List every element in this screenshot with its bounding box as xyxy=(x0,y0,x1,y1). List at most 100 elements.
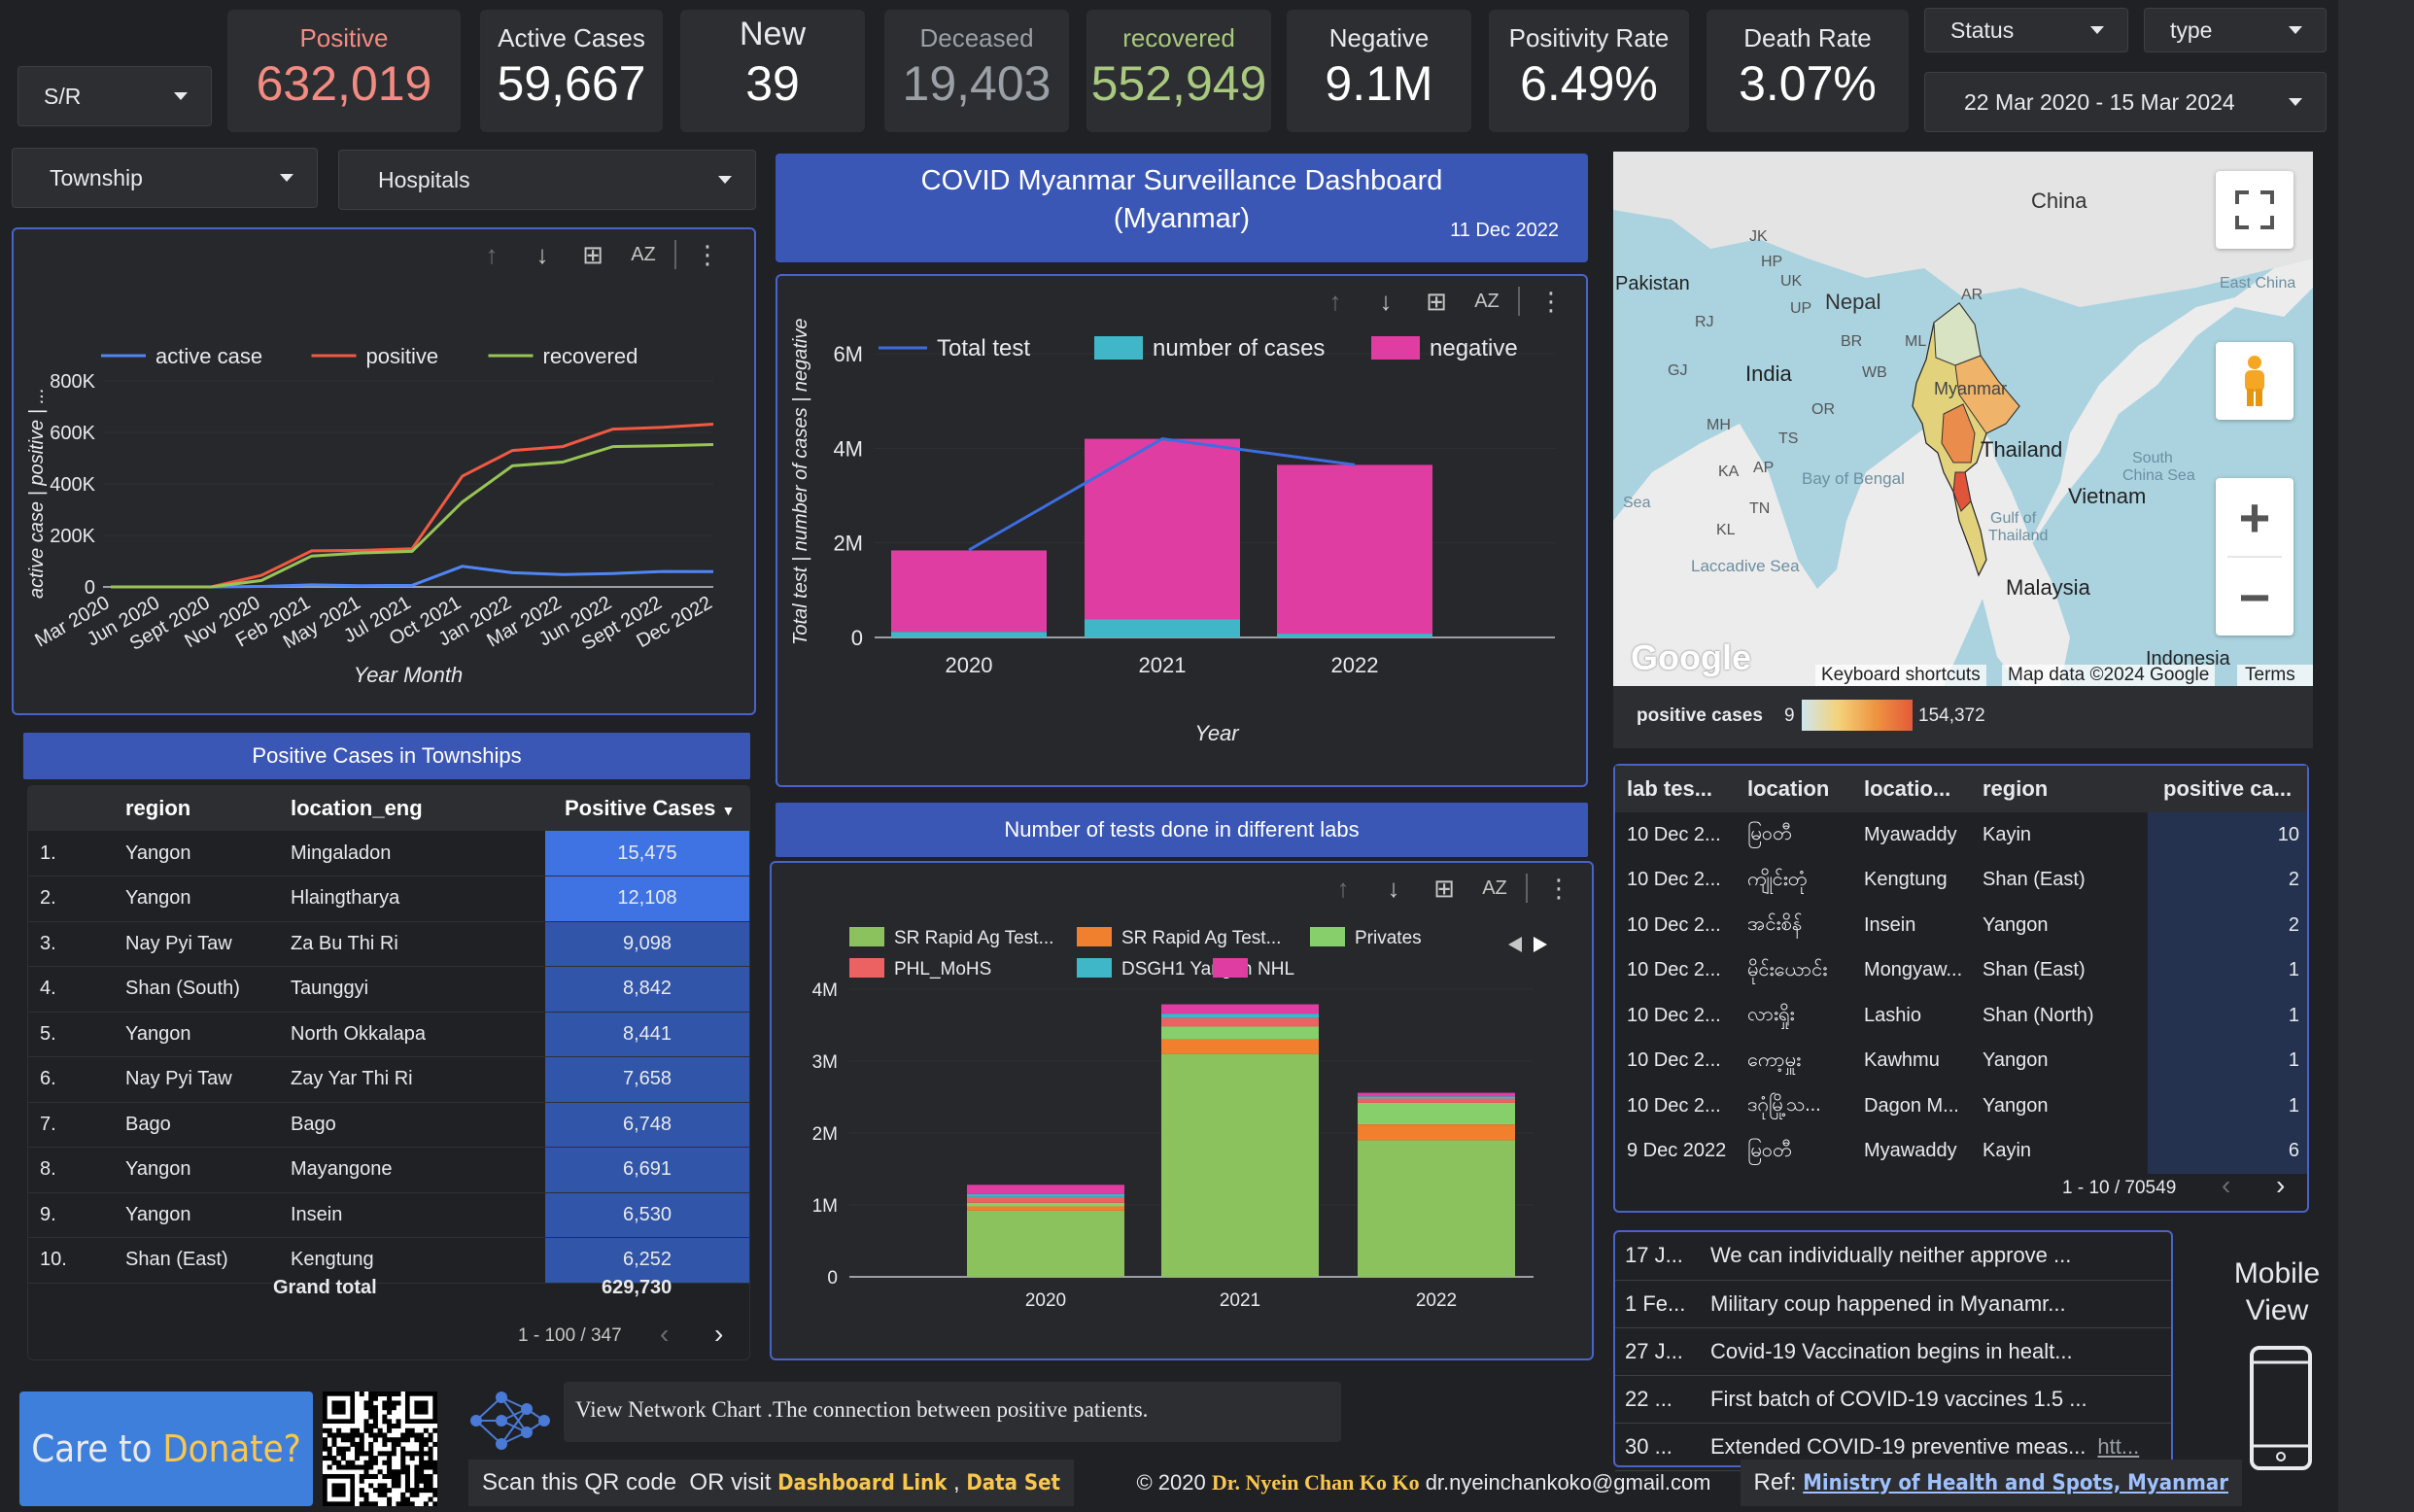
column-header-location[interactable]: location_eng xyxy=(291,786,545,831)
qr-module xyxy=(382,1432,388,1438)
table-row[interactable]: 10 Dec 2... ကျိုင်းတုံ Kengtung Shan (East)… xyxy=(1615,857,2307,903)
bar-number-of-cases xyxy=(1085,619,1240,637)
column-header-location-eng[interactable]: locatio... xyxy=(1856,766,1977,812)
table-row[interactable]: 2. Yangon Hlaingtharya 12,108 xyxy=(28,876,749,921)
scrollbar-track[interactable] xyxy=(2338,0,2414,1512)
township-filter[interactable]: Township xyxy=(12,148,318,208)
table-row[interactable]: 10 Dec 2... အင်းစိန် Insein Yangon 2 xyxy=(1615,903,2307,948)
table-row[interactable]: 10 Dec 2... ဒဂုံမြို့သ... Dagon M... Yangon… xyxy=(1615,1083,2307,1129)
qr-module xyxy=(382,1392,388,1397)
prev-page-button[interactable]: ‹ xyxy=(2222,1170,2231,1200)
qr-module xyxy=(368,1456,374,1461)
report-date: 11 Dec 2022 xyxy=(1450,220,1559,241)
table-row[interactable]: 9 Dec 2022 မြဝတီ Myawaddy Kayin 6 xyxy=(1615,1128,2307,1174)
row-number: 6. xyxy=(40,1068,56,1090)
qr-code[interactable] xyxy=(323,1392,437,1506)
column-header-region[interactable]: region xyxy=(1977,766,2148,812)
map-panel[interactable]: China JK HP UK Pakistan RJ UP Nepal AR BR ML GJ Indi… xyxy=(1613,152,2313,686)
table-row[interactable]: 7. Bago Bago 6,748 xyxy=(28,1102,749,1148)
sort-desc-icon[interactable]: ↓ xyxy=(535,239,549,269)
qr-module xyxy=(377,1492,383,1497)
qr-module xyxy=(382,1473,388,1479)
qr-module xyxy=(331,1432,337,1438)
qr-module xyxy=(428,1496,433,1502)
qr-module xyxy=(359,1446,364,1452)
next-page-button[interactable]: › xyxy=(714,1319,724,1349)
fullscreen-button[interactable] xyxy=(2216,171,2293,249)
qr-module xyxy=(368,1414,374,1420)
news-item[interactable]: 1 Fe... Military coup happened in Myanamr… xyxy=(1615,1280,2171,1328)
qr-module xyxy=(336,1460,342,1465)
zoom-out-button[interactable]: − xyxy=(2238,566,2271,628)
zoom-in-button[interactable]: + xyxy=(2238,486,2271,548)
table-row[interactable]: 9. Yangon Insein 6,530 xyxy=(28,1192,749,1238)
map-label: ML xyxy=(1905,333,1926,350)
network-chart-icon[interactable] xyxy=(466,1384,550,1458)
column-header-positive-cases[interactable]: Positive Cases ▼ xyxy=(545,786,749,831)
prev-page-button[interactable]: ‹ xyxy=(660,1319,670,1349)
column-header-region[interactable]: region xyxy=(125,786,291,831)
table-row[interactable]: 10 Dec 2... မိုင်းယောင်း Mongyaw... Shan (E… xyxy=(1615,947,2307,993)
date-range-picker[interactable]: 22 Mar 2020 - 15 Mar 2024 xyxy=(1924,72,2327,132)
data-set-link[interactable]: Data Set xyxy=(966,1470,1061,1495)
hospitals-filter[interactable]: Hospitals xyxy=(338,150,756,210)
myanmar-map[interactable]: China JK HP UK Pakistan RJ UP Nepal AR BR ML GJ Indi… xyxy=(1613,152,2313,686)
next-page-button[interactable]: › xyxy=(2276,1170,2286,1200)
more-options-icon[interactable]: ⋮ xyxy=(1546,873,1571,903)
network-chart-link[interactable]: View Network Chart .The connection betwe… xyxy=(564,1382,1341,1442)
sort-asc-icon[interactable]: ↑ xyxy=(1336,873,1350,903)
qr-module xyxy=(419,1464,425,1470)
qr-module xyxy=(363,1427,369,1433)
sr-filter[interactable]: S/R xyxy=(17,66,212,126)
author-email[interactable]: dr.nyeinchankoko@gmail.com xyxy=(1419,1470,1711,1495)
terms-link[interactable]: Terms xyxy=(2237,665,2313,686)
more-options-icon[interactable]: ⋮ xyxy=(1538,286,1564,316)
news-item[interactable]: 17 J... We can individually neither appro… xyxy=(1615,1232,2171,1281)
table-row[interactable]: 4. Shan (South) Taunggyi 8,842 xyxy=(28,966,749,1012)
table-row[interactable]: 3. Nay Pyi Taw Za Bu Thi Ri 9,098 xyxy=(28,921,749,967)
qr-module xyxy=(327,1456,332,1461)
mobile-view-link[interactable]: Mobile View xyxy=(2206,1255,2348,1329)
donate-button[interactable]: Care to Donate? xyxy=(19,1392,313,1506)
column-header-positive-cases[interactable]: positive ca... xyxy=(2148,766,2307,812)
qr-module xyxy=(382,1414,388,1420)
status-filter[interactable]: Status xyxy=(1924,8,2128,52)
location-cell: Mayangone xyxy=(291,1158,393,1181)
dashboard-link[interactable]: Dashboard Link xyxy=(777,1470,948,1495)
sort-desc-icon[interactable]: ↓ xyxy=(1387,873,1400,903)
keyboard-shortcuts-link[interactable]: Keyboard shortcuts xyxy=(1815,665,1986,686)
news-item[interactable]: 22 ... First batch of COVID-19 vaccines 1… xyxy=(1615,1375,2171,1424)
sort-asc-icon[interactable]: ↑ xyxy=(1328,286,1342,316)
table-row[interactable]: 8. Yangon Mayangone 6,691 xyxy=(28,1147,749,1192)
column-header-location-mm[interactable]: location xyxy=(1736,766,1856,812)
table-row[interactable]: 6. Nay Pyi Taw Zay Yar Thi Ri 7,658 xyxy=(28,1056,749,1102)
legend-label: Privates xyxy=(1355,928,1422,948)
table-row[interactable]: 5. Yangon North Okkalapa 8,441 xyxy=(28,1012,749,1057)
news-link[interactable]: htt... xyxy=(2097,1433,2140,1459)
phone-icon[interactable] xyxy=(2249,1345,2313,1471)
sort-az-icon[interactable]: AZ xyxy=(631,243,656,265)
reference-link[interactable]: Ministry of Health and Spots, Myanmar xyxy=(1803,1470,2228,1495)
drill-icon[interactable]: ⊞ xyxy=(582,239,604,269)
table-row[interactable]: 10 Dec 2... မြဝတီ Myawaddy Kayin 10 xyxy=(1615,812,2307,858)
sort-desc-icon[interactable]: ↓ xyxy=(1379,286,1393,316)
location-mm-cell: မိုင်းယောင်း xyxy=(1747,958,1828,980)
more-options-icon[interactable]: ⋮ xyxy=(695,239,720,269)
sort-asc-icon[interactable]: ↑ xyxy=(485,239,499,269)
column-header-lab-test[interactable]: lab tes... xyxy=(1615,766,1736,812)
table-row[interactable]: 10 Dec 2... ကော့မှူး Kawhmu Yangon 1 xyxy=(1615,1038,2307,1083)
table-row[interactable]: 10. Shan (East) Kengtung 6,252 xyxy=(28,1237,749,1283)
type-filter[interactable]: type xyxy=(2144,8,2327,52)
dashboard-title-banner: COVID Myanmar Surveillance Dashboard (My… xyxy=(776,154,1588,262)
table-row[interactable]: 1. Yangon Mingaladon 15,475 xyxy=(28,831,749,876)
kpi-value: 39 xyxy=(745,56,800,111)
legend-label: Total test xyxy=(937,335,1030,361)
street-view-button[interactable] xyxy=(2216,342,2293,420)
news-item[interactable]: 27 J... Covid-19 Vaccination begins in he… xyxy=(1615,1327,2171,1376)
table-row[interactable]: 10 Dec 2... လားရှိုး Lashio Shan (North) 1 xyxy=(1615,993,2307,1039)
drill-icon[interactable]: ⊞ xyxy=(1426,286,1447,316)
drill-icon[interactable]: ⊞ xyxy=(1433,873,1455,903)
sort-az-icon[interactable]: AZ xyxy=(1482,876,1507,899)
qr-module xyxy=(368,1405,374,1411)
sort-az-icon[interactable]: AZ xyxy=(1474,290,1500,312)
